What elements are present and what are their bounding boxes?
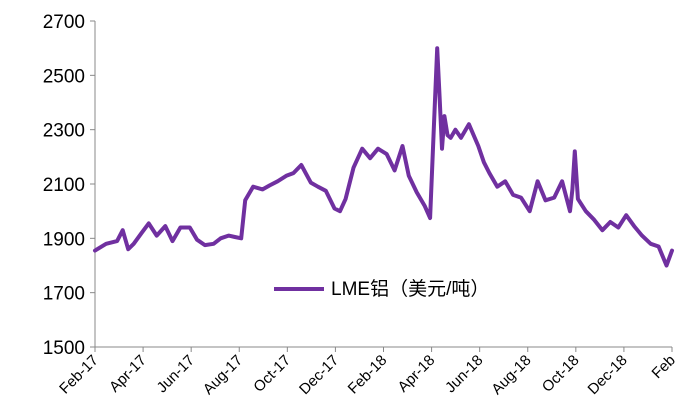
x-tick-label: Dec-17 (296, 352, 342, 398)
x-tick-label: Apr-18 (395, 352, 439, 396)
y-tick-label: 1500 (43, 338, 85, 359)
series-line-lme-aluminum (93, 46, 674, 268)
legend-label: LME铝（美元/吨） (331, 278, 489, 300)
y-tick-label: 2700 (43, 12, 85, 33)
x-tick-label: Jun-18 (442, 352, 486, 396)
x-axis: Feb-17 Apr-17 Jun-17 Aug-17 Oct-17 Dec-17 Feb-… (56, 346, 679, 398)
x-tick-label: Dec-18 (585, 352, 631, 398)
y-tick-label: 1900 (43, 229, 85, 250)
x-tick-label: Oct-17 (250, 352, 294, 396)
x-tick-label: Oct-18 (539, 352, 583, 396)
y-tick-label: 2300 (43, 121, 85, 142)
y-tick-label: 2500 (43, 66, 85, 87)
plot-area (93, 46, 674, 268)
x-tick-label: Apr-17 (106, 352, 150, 396)
x-tick-label: Feb-18 (345, 352, 391, 398)
x-tick-label: Aug-18 (488, 352, 534, 398)
x-tick-label: Feb (649, 352, 679, 382)
y-tick-label: 1700 (43, 284, 85, 305)
y-tick-label: 2100 (43, 175, 85, 196)
x-tick-label: Aug-17 (200, 352, 246, 398)
legend: LME铝（美元/吨） (274, 278, 489, 300)
y-axis: 2700 2500 2300 2100 1900 1700 1500 (43, 12, 96, 359)
x-tick-label: Jun-17 (154, 352, 198, 396)
